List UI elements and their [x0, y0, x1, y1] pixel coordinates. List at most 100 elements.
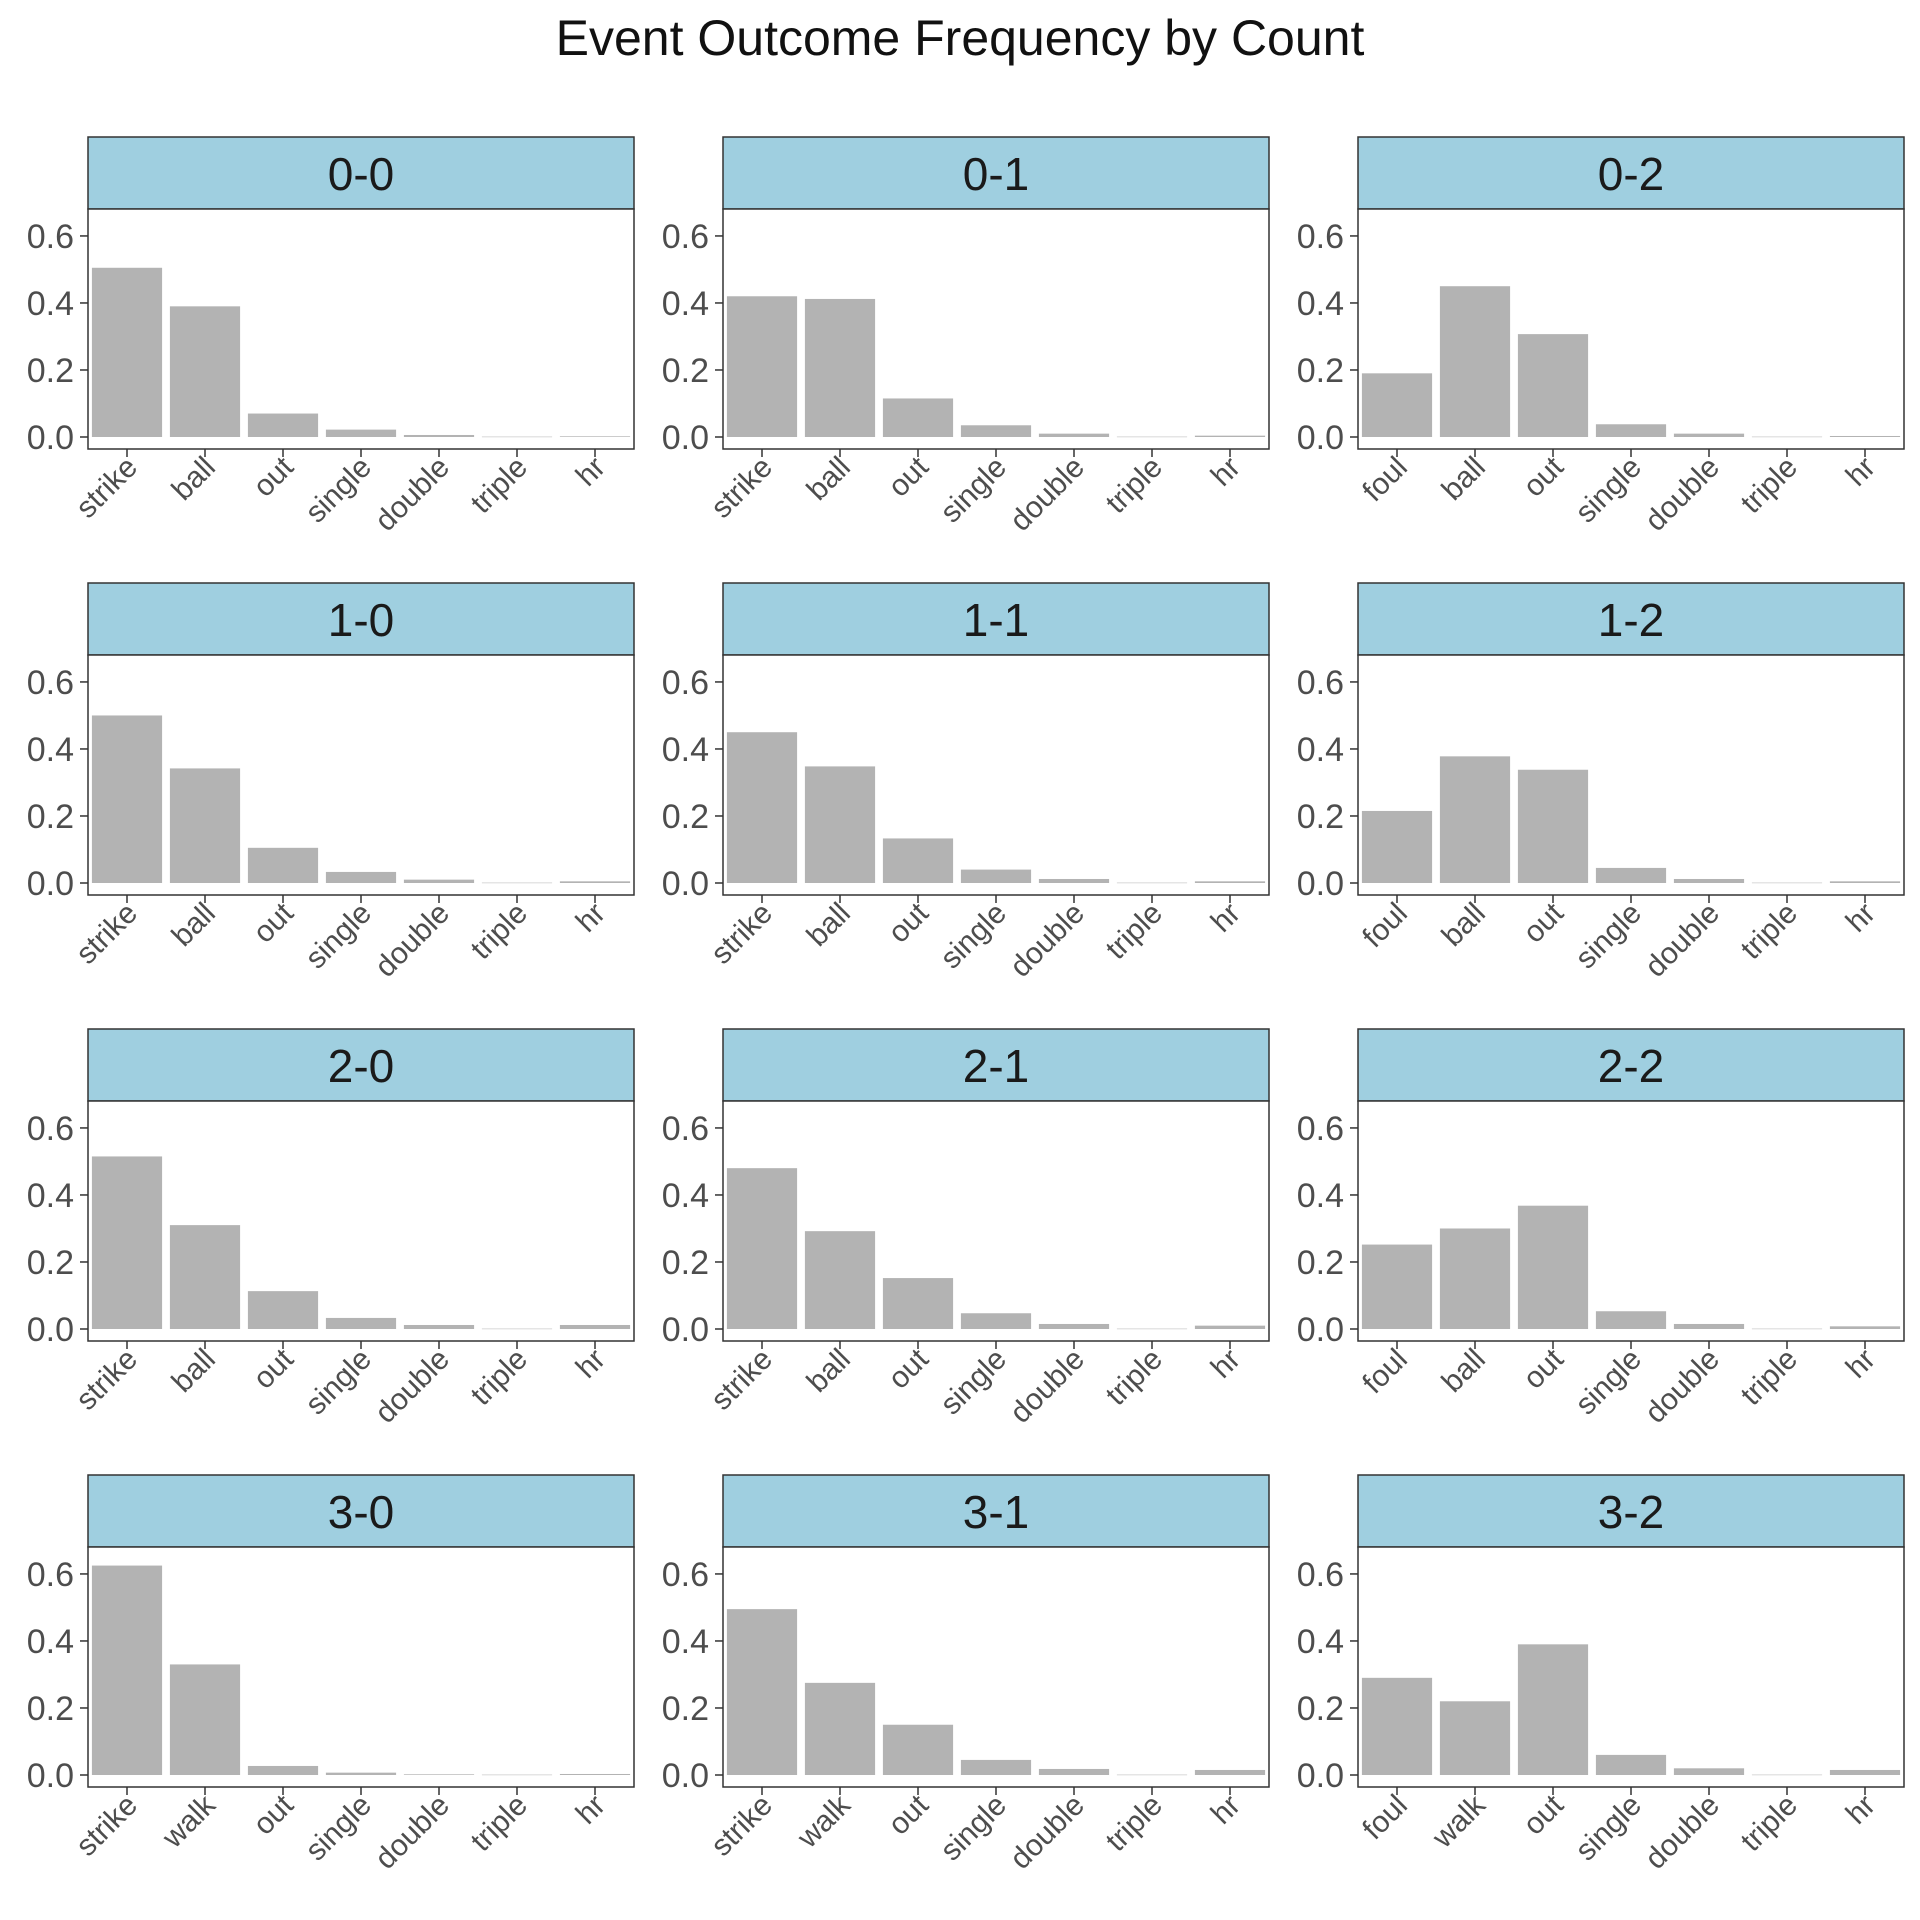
y-tick-label: 0.6 — [1297, 664, 1344, 702]
y-tick-label: 0.0 — [27, 1311, 74, 1349]
x-tick-label: out — [882, 896, 935, 949]
bar — [1038, 433, 1110, 437]
bar — [247, 847, 319, 883]
x-tick-label: hr — [1205, 1343, 1247, 1385]
x-tick-label: walk — [790, 1788, 857, 1855]
y-tick-label: 0.4 — [662, 731, 709, 769]
y-tick-label: 0.2 — [1297, 1244, 1344, 1282]
y-tick-label: 0.4 — [1297, 731, 1344, 769]
bar — [1517, 1205, 1589, 1329]
facet-label: 3-2 — [1598, 1486, 1664, 1538]
x-tick-label: double — [1639, 897, 1726, 984]
x-tick-label: hr — [570, 1343, 612, 1385]
bar — [804, 1231, 876, 1329]
bar — [403, 434, 475, 437]
y-tick-label: 0.0 — [662, 1311, 709, 1349]
bar — [1595, 1311, 1667, 1329]
y-tick-label: 0.0 — [662, 419, 709, 457]
facet-strip — [722, 136, 1270, 210]
y-tick-label: 0.2 — [1297, 352, 1344, 390]
x-tick-label: hr — [570, 1789, 612, 1831]
x-tick-label: triple — [465, 1789, 534, 1858]
x-tick-label: out — [247, 450, 300, 503]
bar — [1751, 436, 1823, 438]
bar — [726, 1168, 798, 1329]
x-tick-label: ball — [166, 451, 222, 507]
x-tick-label: foul — [1356, 451, 1414, 509]
facet-label: 1-0 — [328, 594, 394, 646]
x-tick-label: double — [369, 451, 456, 538]
facet-strip — [1357, 136, 1905, 210]
y-tick-label: 0.2 — [662, 1244, 709, 1282]
y-tick-label: 0.2 — [1297, 798, 1344, 836]
y-tick-label: 0.2 — [27, 1244, 74, 1282]
bar — [169, 306, 241, 437]
x-tick-label: double — [369, 1343, 456, 1430]
bar — [960, 425, 1032, 437]
bar — [882, 838, 954, 883]
y-tick-label: 0.6 — [662, 1556, 709, 1594]
bar — [1439, 756, 1511, 883]
x-tick-label: triple — [1735, 451, 1804, 520]
x-tick-label: double — [1639, 1789, 1726, 1876]
y-tick-label: 0.2 — [1297, 1690, 1344, 1728]
bar — [1439, 1228, 1511, 1329]
bar — [559, 881, 631, 883]
x-tick-label: ball — [801, 451, 857, 507]
x-tick-label: foul — [1356, 1343, 1414, 1401]
bar — [1751, 882, 1823, 884]
bar — [1751, 1328, 1823, 1330]
bar — [1751, 1774, 1823, 1776]
facet-strip — [722, 1028, 1270, 1102]
y-tick-label: 0.4 — [27, 1177, 74, 1215]
x-tick-label: double — [369, 897, 456, 984]
bar — [726, 296, 798, 437]
bar — [1673, 1768, 1745, 1775]
bar — [247, 1765, 319, 1775]
bar — [1595, 867, 1667, 883]
facet-strip — [87, 1474, 635, 1548]
y-tick-label: 0.2 — [27, 798, 74, 836]
y-tick-label: 0.4 — [662, 1177, 709, 1215]
bar — [481, 882, 553, 884]
facet-label: 3-0 — [328, 1486, 394, 1538]
x-tick-label: triple — [465, 451, 534, 520]
x-tick-label: single — [299, 451, 378, 530]
bar — [247, 1291, 319, 1329]
bar — [1116, 1328, 1188, 1330]
facet-strip — [1357, 1474, 1905, 1548]
x-tick-label: strike — [705, 1789, 779, 1863]
bar — [1439, 286, 1511, 437]
bar — [91, 1156, 163, 1329]
y-tick-label: 0.4 — [662, 1623, 709, 1661]
x-tick-label: strike — [70, 897, 144, 971]
bar — [960, 1313, 1032, 1329]
x-tick-label: out — [882, 1788, 935, 1841]
facet-label: 3-1 — [963, 1486, 1029, 1538]
x-tick-label: strike — [70, 1789, 144, 1863]
bar — [1194, 881, 1266, 883]
chart-title: Event Outcome Frequency by Count — [555, 10, 1365, 66]
bar — [1829, 435, 1901, 437]
x-tick-label: hr — [1840, 451, 1882, 493]
facet-label: 0-0 — [328, 148, 394, 200]
bar — [559, 1773, 631, 1775]
x-tick-label: strike — [705, 1343, 779, 1417]
y-tick-label: 0.0 — [27, 1757, 74, 1795]
bar — [804, 298, 876, 437]
bar — [1361, 1244, 1433, 1329]
bar — [1194, 435, 1266, 437]
x-tick-label: triple — [1100, 1789, 1169, 1858]
x-tick-label: double — [1004, 897, 1091, 984]
x-tick-label: single — [934, 897, 1013, 976]
bar — [1673, 433, 1745, 437]
bar — [247, 413, 319, 437]
bar — [325, 429, 397, 437]
bar — [1116, 882, 1188, 884]
bar — [1517, 769, 1589, 883]
facet-label: 2-0 — [328, 1040, 394, 1092]
bar — [559, 1324, 631, 1329]
x-tick-label: double — [1639, 1343, 1726, 1430]
y-tick-label: 0.0 — [1297, 1757, 1344, 1795]
